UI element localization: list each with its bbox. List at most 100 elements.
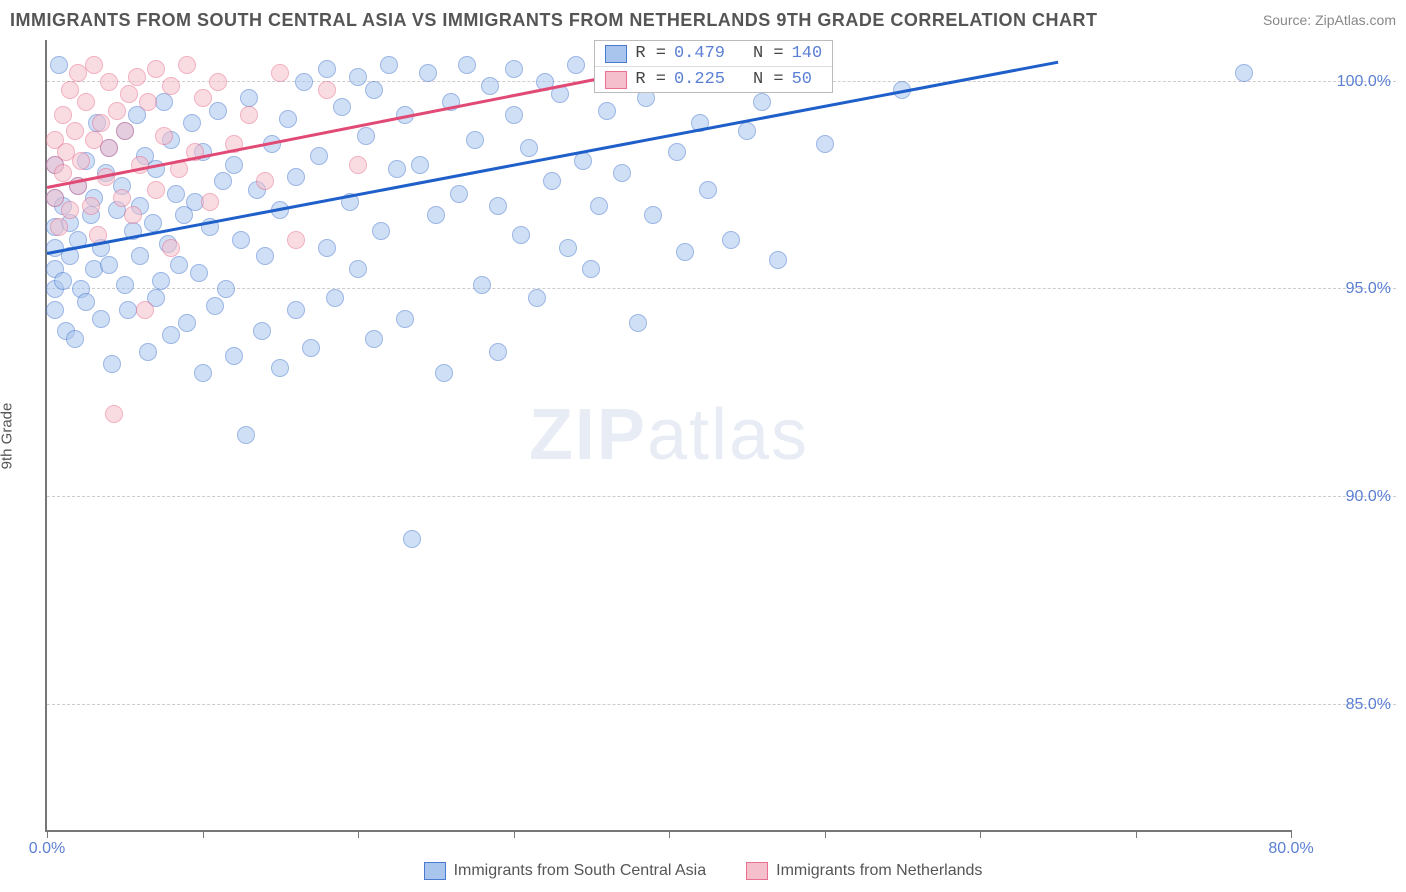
- watermark: ZIPatlas: [529, 394, 809, 476]
- data-point-series2: [100, 73, 118, 91]
- data-point-series1: [139, 343, 157, 361]
- data-point-series1: [559, 239, 577, 257]
- watermark-zip: ZIP: [529, 395, 647, 475]
- source-label: Source: ZipAtlas.com: [1263, 12, 1396, 28]
- data-point-series1: [738, 122, 756, 140]
- stats-swatch: [605, 45, 627, 63]
- data-point-series1: [676, 243, 694, 261]
- data-point-series1: [214, 172, 232, 190]
- data-point-series1: [380, 56, 398, 74]
- data-point-series1: [644, 206, 662, 224]
- data-point-series1: [100, 256, 118, 274]
- data-point-series1: [769, 251, 787, 269]
- x-tick: [514, 830, 515, 838]
- stat-n-value: 140: [792, 44, 823, 63]
- data-point-series2: [139, 93, 157, 111]
- stat-r-prefix: R =: [635, 70, 666, 89]
- data-point-series1: [54, 272, 72, 290]
- data-point-series1: [396, 310, 414, 328]
- data-point-series1: [326, 289, 344, 307]
- data-point-series1: [77, 293, 95, 311]
- data-point-series1: [225, 347, 243, 365]
- data-point-series1: [753, 93, 771, 111]
- data-point-series2: [147, 181, 165, 199]
- data-point-series2: [54, 164, 72, 182]
- data-point-series2: [256, 172, 274, 190]
- x-tick: [358, 830, 359, 838]
- data-point-series1: [505, 60, 523, 78]
- plot-container: 9th Grade ZIPatlas 85.0%90.0%95.0%100.0%…: [45, 40, 1396, 832]
- data-point-series2: [128, 68, 146, 86]
- data-point-series1: [253, 322, 271, 340]
- data-point-series1: [567, 56, 585, 74]
- data-point-series1: [598, 102, 616, 120]
- data-point-series1: [816, 135, 834, 153]
- data-point-series1: [240, 89, 258, 107]
- data-point-series2: [318, 81, 336, 99]
- data-point-series1: [574, 152, 592, 170]
- stats-legend-row: R = 0.479N = 140: [595, 41, 832, 67]
- data-point-series2: [105, 405, 123, 423]
- data-point-series1: [388, 160, 406, 178]
- data-point-series1: [232, 231, 250, 249]
- data-point-series1: [318, 239, 336, 257]
- stat-r-value: 0.479: [674, 44, 725, 63]
- data-point-series2: [61, 81, 79, 99]
- data-point-series2: [108, 102, 126, 120]
- data-point-series1: [310, 147, 328, 165]
- data-point-series1: [505, 106, 523, 124]
- data-point-series1: [50, 56, 68, 74]
- data-point-series1: [287, 168, 305, 186]
- data-point-series2: [209, 73, 227, 91]
- data-point-series1: [473, 276, 491, 294]
- x-tick: [825, 830, 826, 838]
- stats-legend-box: R = 0.479N = 140R = 0.225N = 50: [594, 40, 833, 93]
- data-point-series2: [162, 239, 180, 257]
- data-point-series1: [629, 314, 647, 332]
- plot-area: ZIPatlas 85.0%90.0%95.0%100.0%0.0%80.0%R…: [45, 40, 1291, 832]
- data-point-series1: [613, 164, 631, 182]
- data-point-series1: [699, 181, 717, 199]
- data-point-series2: [50, 218, 68, 236]
- data-point-series1: [92, 310, 110, 328]
- data-point-series1: [582, 260, 600, 278]
- data-point-series1: [528, 289, 546, 307]
- data-point-series1: [333, 98, 351, 116]
- data-point-series2: [271, 64, 289, 82]
- data-point-series1: [590, 197, 608, 215]
- legend-item-series2: Immigrants from Netherlands: [746, 862, 982, 880]
- data-point-series1: [103, 355, 121, 373]
- data-point-series1: [271, 359, 289, 377]
- data-point-series2: [287, 231, 305, 249]
- data-point-series1: [256, 247, 274, 265]
- chart-title: IMMIGRANTS FROM SOUTH CENTRAL ASIA VS IM…: [10, 10, 1097, 31]
- data-point-series1: [66, 330, 84, 348]
- data-point-series2: [136, 301, 154, 319]
- stat-r-value: 0.225: [674, 70, 725, 89]
- data-point-series1: [722, 231, 740, 249]
- data-point-series1: [435, 364, 453, 382]
- data-point-series2: [178, 56, 196, 74]
- data-point-series2: [120, 85, 138, 103]
- data-point-series1: [318, 60, 336, 78]
- data-point-series1: [119, 301, 137, 319]
- data-point-series1: [144, 214, 162, 232]
- data-point-series1: [668, 143, 686, 161]
- data-point-series1: [520, 139, 538, 157]
- data-point-series1: [225, 156, 243, 174]
- data-point-series1: [162, 326, 180, 344]
- footer-legend: Immigrants from South Central Asia Immig…: [0, 862, 1406, 880]
- stat-r-prefix: R =: [635, 44, 666, 63]
- data-point-series2: [147, 60, 165, 78]
- x-tick-label: 80.0%: [1268, 840, 1313, 858]
- data-point-series1: [543, 172, 561, 190]
- data-point-series1: [178, 314, 196, 332]
- data-point-series1: [131, 247, 149, 265]
- data-point-series1: [450, 185, 468, 203]
- data-point-series1: [46, 301, 64, 319]
- y-tick-label: 90.0%: [1301, 488, 1391, 506]
- data-point-series1: [1235, 64, 1253, 82]
- data-point-series1: [427, 206, 445, 224]
- stats-swatch: [605, 71, 627, 89]
- data-point-series1: [237, 426, 255, 444]
